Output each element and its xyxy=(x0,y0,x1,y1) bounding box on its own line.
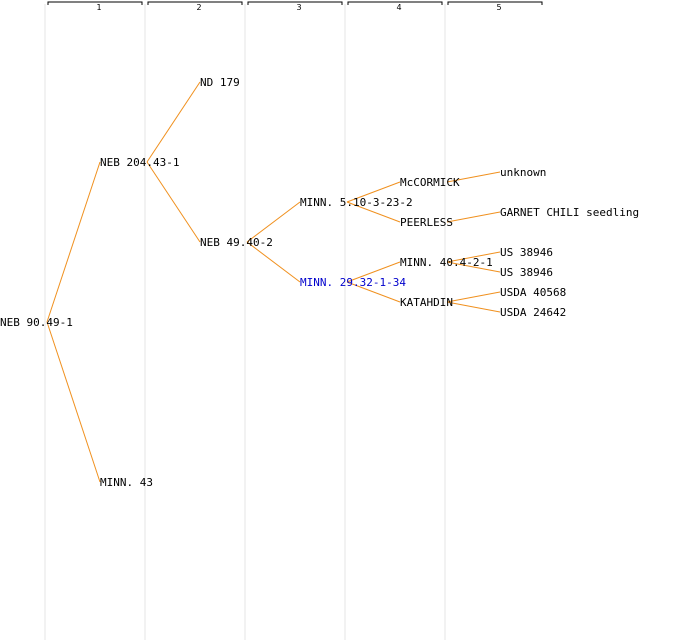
generation-header-label: 4 xyxy=(396,3,401,12)
pedigree-edge xyxy=(146,161,201,243)
pedigree-edge xyxy=(346,281,401,303)
pedigree-node-n8[interactable]: PEERLESS xyxy=(400,216,453,229)
pedigree-edge xyxy=(46,321,101,483)
pedigree-edge xyxy=(346,261,401,283)
pedigree-edge xyxy=(346,201,401,223)
pedigree-edge xyxy=(246,201,301,243)
pedigree-node-n10[interactable]: KATAHDIN xyxy=(400,296,453,309)
pedigree-edge xyxy=(146,81,201,163)
pedigree-node-n14[interactable]: US 38946 xyxy=(500,266,553,279)
pedigree-node-n1[interactable]: NEB 204.43-1 xyxy=(100,156,179,169)
pedigree-node-n12[interactable]: GARNET CHILI seedling xyxy=(500,206,639,219)
generation-header-label: 1 xyxy=(96,3,101,12)
generation-header-bracket xyxy=(447,1,543,5)
pedigree-node-n11[interactable]: unknown xyxy=(500,166,546,179)
pedigree-node-n6[interactable]: MINN. 29.32-1-34 xyxy=(300,276,406,289)
pedigree-node-n7[interactable]: McCORMICK xyxy=(400,176,460,189)
pedigree-node-n13[interactable]: US 38946 xyxy=(500,246,553,259)
pedigree-edge xyxy=(446,291,501,303)
pedigree-node-n4[interactable]: NEB 49.40-2 xyxy=(200,236,273,249)
generation-header-bracket xyxy=(347,1,443,5)
generation-header-bracket xyxy=(47,1,143,5)
pedigree-edge xyxy=(46,161,101,323)
pedigree-edge xyxy=(446,171,501,183)
pedigree-edge xyxy=(246,241,301,283)
pedigree-edge xyxy=(446,251,501,263)
generation-header-label: 5 xyxy=(496,3,501,12)
pedigree-edge xyxy=(446,301,501,313)
generation-header-bracket xyxy=(147,1,243,5)
pedigree-edge xyxy=(446,261,501,273)
pedigree-edge xyxy=(346,181,401,203)
pedigree-node-n3[interactable]: ND 179 xyxy=(200,76,240,89)
pedigree-node-n5[interactable]: MINN. 5.10-3-23-2 xyxy=(300,196,413,209)
generation-header-label: 3 xyxy=(296,3,301,12)
pedigree-node-n0[interactable]: NEB 90.49-1 xyxy=(0,316,73,329)
pedigree-node-n2[interactable]: MINN. 43 xyxy=(100,476,153,489)
generation-header-label: 2 xyxy=(196,3,201,12)
pedigree-node-n16[interactable]: USDA 24642 xyxy=(500,306,566,319)
pedigree-edge xyxy=(446,211,501,223)
pedigree-node-n15[interactable]: USDA 40568 xyxy=(500,286,566,299)
generation-header-bracket xyxy=(247,1,343,5)
pedigree-node-n9[interactable]: MINN. 40.4-2-1 xyxy=(400,256,493,269)
